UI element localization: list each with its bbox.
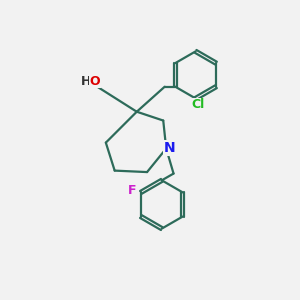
Text: Cl: Cl [191, 98, 205, 111]
Text: N: N [164, 141, 176, 155]
Text: O: O [90, 75, 100, 88]
Text: H: H [81, 75, 91, 88]
Text: F: F [128, 184, 137, 197]
